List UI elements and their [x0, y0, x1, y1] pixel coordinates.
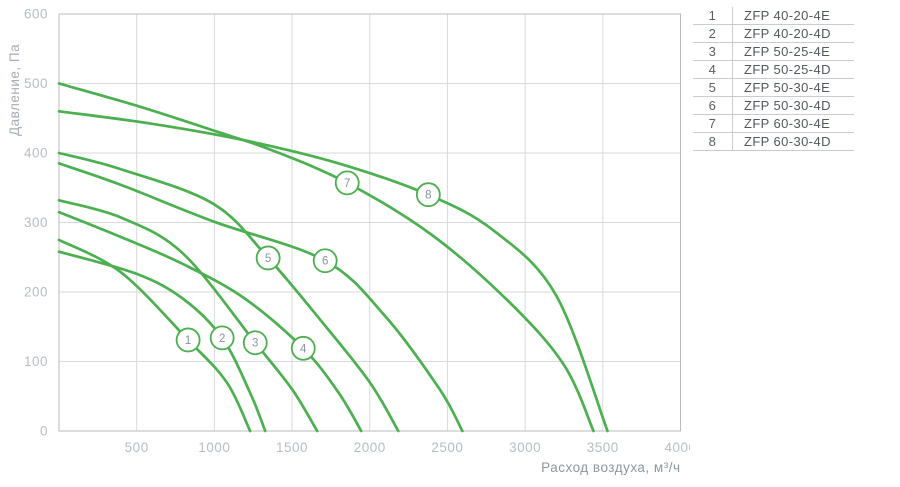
- model-legend-table: 1 ZFP 40-20-4E 2 ZFP 40-20-4D 3 ZFP 50-25-4E 4…: [693, 7, 854, 151]
- y-axis-title: Давление, Па: [7, 44, 22, 136]
- plot-border: [58, 13, 681, 432]
- legend-model-name: ZFP 40-20-4E: [732, 7, 830, 24]
- y-tick-label: 300: [24, 215, 48, 230]
- legend-row-5: 5 ZFP 50-30-4E: [693, 79, 854, 97]
- legend-row-number: 2: [708, 26, 717, 41]
- marker-circle: [290, 335, 316, 361]
- grid-lines: [59, 13, 681, 432]
- legend-row-8: 8 ZFP 60-30-4D: [693, 133, 854, 151]
- curve-3: [57, 198, 319, 433]
- fan-curves-chart: 1 2 3 45 678 500 1000 1500 2000 2500 3000 3500 400 0…: [7, 7, 690, 476]
- curve-4: [57, 210, 363, 433]
- legend-model-name: ZFP 50-30-4E: [732, 79, 830, 96]
- legend-row-number: 3: [708, 44, 717, 59]
- legend-row-2: 2 ZFP 40-20-4D: [693, 25, 854, 43]
- legend-row-1: 1 ZFP 40-20-4E: [693, 7, 854, 25]
- curve-marker-3: 3: [242, 330, 268, 356]
- marker-number: 5: [265, 253, 271, 265]
- marker-circle: [209, 325, 235, 351]
- x-tick-label: 3500: [587, 440, 619, 455]
- marker-circle: [255, 245, 281, 271]
- y-axis-tick-labels: 0 100 200 300 400 500 600: [24, 7, 48, 439]
- legend-row-number: 5: [708, 80, 717, 95]
- marker-number: 6: [322, 256, 328, 268]
- marker-number: 1: [185, 335, 191, 347]
- x-tick-label: 1500: [276, 440, 308, 455]
- legend-row-number: 8: [708, 134, 717, 149]
- y-tick-label: 600: [24, 7, 48, 22]
- x-axis-title: Расход воздуха, м³/ч: [541, 460, 680, 475]
- curve-8: [57, 109, 609, 433]
- marker-number: 7: [344, 178, 350, 190]
- y-tick-label: 400: [24, 146, 48, 161]
- marker-number: 3: [252, 338, 258, 350]
- legend-model-name: ZFP 50-25-4D: [732, 61, 831, 78]
- x-tick-label: 2500: [431, 440, 463, 455]
- marker-circle: [242, 330, 268, 356]
- marker-circle: [312, 248, 338, 274]
- legend-model-name: ZFP 40-20-4D: [732, 25, 831, 42]
- curve-marker-6: 6: [312, 248, 338, 274]
- x-tick-label: 1000: [198, 440, 230, 455]
- legend-row-number: 6: [708, 98, 717, 113]
- marker-number: 8: [425, 190, 431, 202]
- legend-model-name: ZFP 60-30-4D: [732, 133, 831, 150]
- legend-row-7: 7 ZFP 60-30-4E: [693, 115, 854, 133]
- legend-model-name: ZFP 60-30-4E: [732, 115, 830, 132]
- curve-marker-7: 7: [334, 170, 360, 196]
- curve-marker-2: 2: [209, 325, 235, 351]
- marker-circle: [334, 170, 360, 196]
- marker-number: 2: [219, 333, 225, 345]
- curve-marker-4: 4: [290, 335, 316, 361]
- legend-model-name: ZFP 50-30-4D: [732, 97, 831, 114]
- curve-2: [57, 250, 267, 433]
- x-tick-label: 3000: [509, 440, 541, 455]
- curve-number-markers: 1 2 3 4 5 6 7 8: [175, 170, 441, 361]
- marker-circle: [175, 327, 201, 353]
- curve-marker-5: 5: [255, 245, 281, 271]
- legend-row-6: 6 ZFP 50-30-4D: [693, 97, 854, 115]
- y-tick-label: 0: [40, 424, 48, 439]
- marker-circle: [415, 182, 441, 208]
- x-tick-label: 2000: [354, 440, 386, 455]
- curve-marker-1: 1: [175, 327, 201, 353]
- legend-row-number: 1: [708, 8, 717, 23]
- curve-6: [57, 162, 464, 433]
- legend-row-3: 3 ZFP 50-25-4E: [693, 43, 854, 61]
- legend-model-name: ZFP 50-25-4E: [732, 43, 830, 60]
- x-tick-label: 500: [125, 440, 149, 455]
- legend-row-4: 4 ZFP 50-25-4D: [693, 61, 854, 79]
- y-tick-label: 200: [24, 285, 48, 300]
- y-tick-label: 500: [24, 76, 48, 91]
- marker-number: 4: [300, 343, 307, 355]
- curve-marker-8: 8: [415, 182, 441, 208]
- legend-row-number: 4: [708, 62, 717, 77]
- legend-row-number: 7: [708, 116, 717, 131]
- y-tick-label: 100: [24, 354, 48, 369]
